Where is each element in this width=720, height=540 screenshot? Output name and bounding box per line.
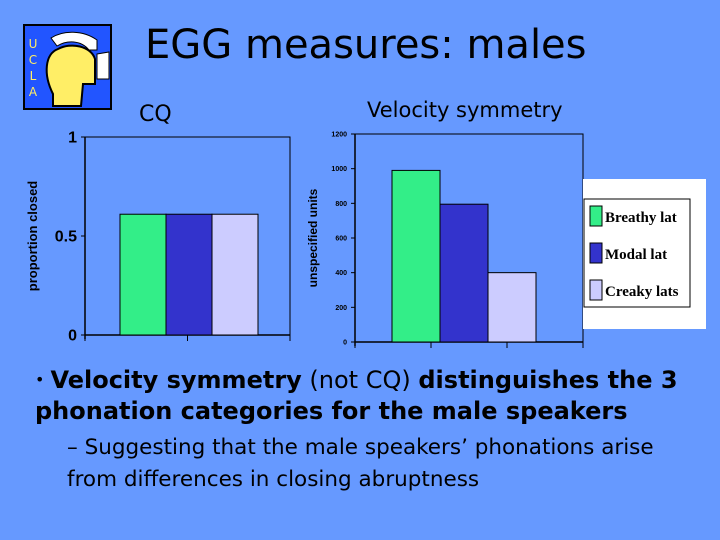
- vs-y-tick-label: 1200: [331, 131, 347, 138]
- ucla-logo: U C L A: [23, 24, 112, 110]
- bullet-main-normal: (not CQ): [301, 366, 419, 394]
- legend-swatch-breathy-lat: [589, 205, 603, 227]
- velocity-symmetry-chart-label: Velocity symmetry: [367, 98, 563, 122]
- legend-label: Modal lat: [605, 247, 667, 263]
- vs-y-tick-label: 800: [335, 201, 347, 208]
- logo-letter: L: [29, 69, 37, 83]
- vs-y-tick-label: 200: [335, 305, 347, 312]
- vs-y-tick-label: 1000: [331, 166, 347, 173]
- bullet-main-bold-2: distinguishes the 3 phonation categories…: [35, 366, 678, 425]
- legend-label: Creaky lats: [605, 284, 679, 300]
- logo-letters: U C L A: [26, 36, 40, 100]
- logo-letter: U: [28, 37, 38, 51]
- bullet-sub: – Suggesting that the male speakers’ pho…: [67, 432, 707, 496]
- bullet-main: • Velocity symmetry (not CQ) distinguishe…: [35, 364, 715, 427]
- slide-title: EGG measures: males: [145, 22, 587, 68]
- logo-letter: A: [28, 85, 38, 99]
- cq-bar-modal-lat: [165, 213, 213, 336]
- bullet-main-bold-1: Velocity symmetry: [50, 366, 302, 394]
- bullet-dot: •: [35, 370, 45, 389]
- legend-svg: Breathy lat Modal lat Creaky lats: [583, 198, 691, 308]
- vs-y-tick-label: 400: [335, 270, 347, 277]
- cq-bar-creaky-lats: [211, 213, 259, 336]
- vs-y-tick-label: 600: [335, 235, 347, 242]
- legend-label: Breathy lat: [605, 210, 677, 226]
- cq-bar-chart: 0 0.5 1 proportion closed: [25, 130, 291, 345]
- legend-swatch-modal-lat: [589, 242, 603, 264]
- logo-letter: C: [28, 53, 38, 67]
- cq-bar-breathy-lat: [119, 213, 167, 336]
- cq-y-tick-label: 1: [68, 130, 77, 147]
- velocity-symmetry-bar-chart: 0 200 400 600 800 1000 1200 unspecified units: [306, 131, 584, 348]
- legend-border: [583, 198, 691, 308]
- vs-y-axis-label: unspecified units: [306, 188, 320, 287]
- chart-legend: Breathy lat Modal lat Creaky lats: [583, 179, 706, 329]
- cq-y-tick-label: 0: [68, 328, 77, 345]
- vs-bar-breathy-lat: [391, 169, 441, 343]
- vs-bar-modal-lat: [439, 203, 489, 343]
- bullet-sub-text: Suggesting that the male speakers’ phona…: [67, 435, 654, 492]
- cq-chart-label: CQ: [139, 102, 172, 127]
- vs-bar-creaky-lats: [487, 272, 537, 343]
- legend-swatch-creaky-lats: [589, 279, 603, 301]
- cq-y-tick-label: 0.5: [55, 229, 77, 246]
- vs-y-tick-label: 0: [343, 339, 347, 346]
- bullet-dash: –: [67, 435, 85, 460]
- cq-y-axis-label: proportion closed: [25, 181, 40, 292]
